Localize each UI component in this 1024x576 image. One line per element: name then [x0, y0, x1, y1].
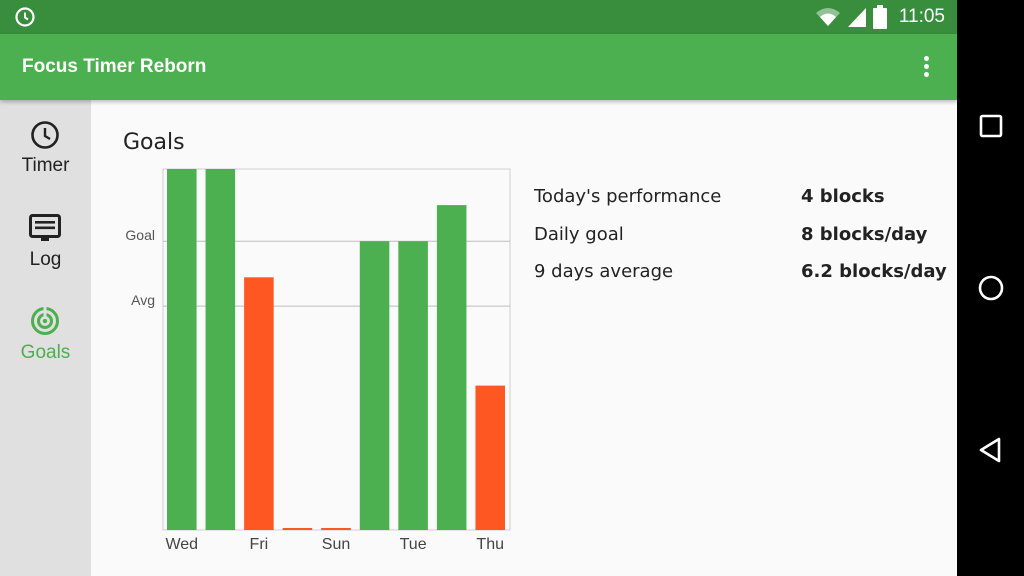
- x-tick-label: Wed: [165, 536, 198, 553]
- stat-label: Daily goal: [534, 224, 624, 245]
- sidebar-item-timer[interactable]: Timer: [0, 118, 91, 198]
- reference-line-label: Avg: [131, 292, 155, 308]
- stat-value: 6.2 blocks/day: [801, 261, 947, 282]
- chart-bar: [398, 241, 428, 530]
- x-tick-label: Fri: [250, 536, 269, 553]
- status-time: 11:05: [898, 6, 945, 27]
- more-vert-icon[interactable]: [916, 54, 936, 80]
- sidebar-item-label: Log: [29, 249, 62, 270]
- stat-label: Today's performance: [534, 186, 722, 207]
- home-icon[interactable]: [975, 272, 1007, 304]
- clock-icon: [15, 7, 35, 27]
- main-content: Goals Goal Avg Wed Fri Sun Tue Thu Today's per…: [91, 100, 957, 576]
- app-bar: Focus Timer Reborn: [0, 34, 957, 100]
- stat-label: 9 days average: [534, 261, 674, 282]
- goals-bar-chart: Goal Avg Wed Fri Sun Tue Thu: [125, 168, 511, 553]
- chart-bar: [167, 169, 197, 530]
- recents-icon[interactable]: [975, 110, 1007, 142]
- x-tick-label: Sun: [322, 536, 350, 553]
- sidebar-item-log[interactable]: Log: [0, 212, 91, 292]
- back-icon[interactable]: [975, 434, 1007, 466]
- signal-icon: [847, 8, 866, 27]
- battery-icon: [872, 5, 887, 29]
- clock-icon: [31, 121, 59, 149]
- sidebar-item-label: Timer: [21, 155, 70, 176]
- chart-bar: [244, 277, 274, 530]
- sidebar-item-label: Goals: [20, 342, 71, 363]
- app-title: Focus Timer Reborn: [22, 56, 207, 77]
- chart-bar: [359, 241, 390, 530]
- chart-bar: [205, 169, 236, 530]
- chart-bar: [475, 385, 505, 530]
- log-icon: [29, 214, 61, 241]
- wifi-icon: [815, 8, 840, 26]
- x-tick-label: Thu: [476, 536, 504, 553]
- chart-bar: [321, 528, 351, 530]
- sidebar-item-goals[interactable]: Goals: [0, 305, 91, 385]
- stat-value: 8 blocks/day: [801, 224, 928, 245]
- sidebar: Timer Log Goals: [0, 100, 91, 576]
- android-nav-bar: [957, 0, 1024, 576]
- reference-line-label: Goal: [125, 227, 155, 243]
- chart-bar: [282, 528, 313, 530]
- stat-value: 4 blocks: [801, 186, 885, 207]
- page-title: Goals: [123, 130, 185, 155]
- target-icon: [31, 307, 59, 335]
- status-bar: 11:05: [0, 0, 957, 34]
- chart-bar: [436, 205, 467, 530]
- x-tick-label: Tue: [400, 536, 427, 553]
